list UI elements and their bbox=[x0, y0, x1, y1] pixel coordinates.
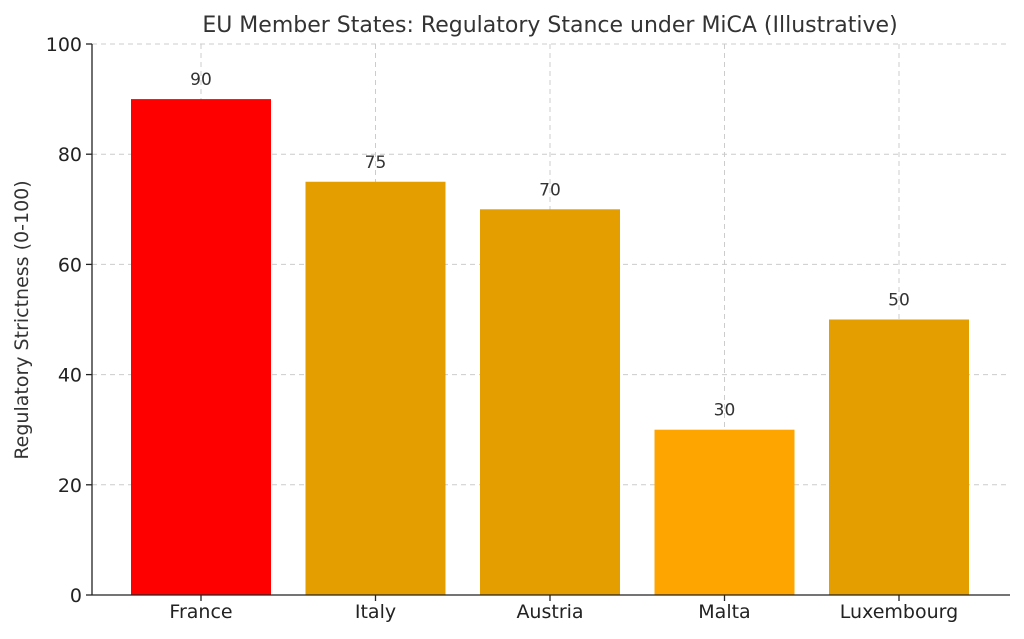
y-axis-ticks: 0 20 40 60 80 100 bbox=[46, 34, 92, 607]
y-tick-label: 60 bbox=[58, 254, 82, 276]
x-tick-label-france: France bbox=[169, 601, 232, 623]
x-tick-label-austria: Austria bbox=[516, 601, 583, 623]
y-tick-label: 100 bbox=[46, 34, 82, 56]
data-label-luxembourg: 50 bbox=[888, 291, 910, 311]
bars bbox=[131, 99, 969, 596]
x-tick-label-luxembourg: Luxembourg bbox=[840, 601, 958, 623]
bar-austria bbox=[480, 209, 620, 596]
bar-luxembourg bbox=[829, 319, 969, 595]
data-label-italy: 75 bbox=[365, 153, 387, 173]
bar-italy bbox=[305, 181, 446, 595]
chart-title: EU Member States: Regulatory Stance unde… bbox=[202, 13, 897, 38]
y-tick-label: 20 bbox=[58, 475, 82, 497]
x-tick-label-malta: Malta bbox=[698, 601, 750, 623]
y-tick-label: 40 bbox=[58, 365, 82, 387]
bar-france bbox=[131, 99, 271, 595]
axes bbox=[91, 44, 1010, 596]
x-axis-ticks: France Italy Austria Malta Luxembourg bbox=[169, 595, 958, 623]
data-label-austria: 70 bbox=[539, 180, 561, 200]
y-tick-label: 80 bbox=[58, 144, 82, 166]
bar-malta bbox=[654, 429, 795, 595]
x-tick-label-italy: Italy bbox=[355, 601, 396, 623]
data-label-france: 90 bbox=[190, 70, 212, 90]
y-tick-label: 0 bbox=[70, 585, 82, 607]
data-labels: 90 75 70 30 50 bbox=[190, 70, 910, 421]
data-label-malta: 30 bbox=[714, 401, 736, 421]
y-axis-label: Regulatory Strictness (0-100) bbox=[11, 180, 33, 459]
